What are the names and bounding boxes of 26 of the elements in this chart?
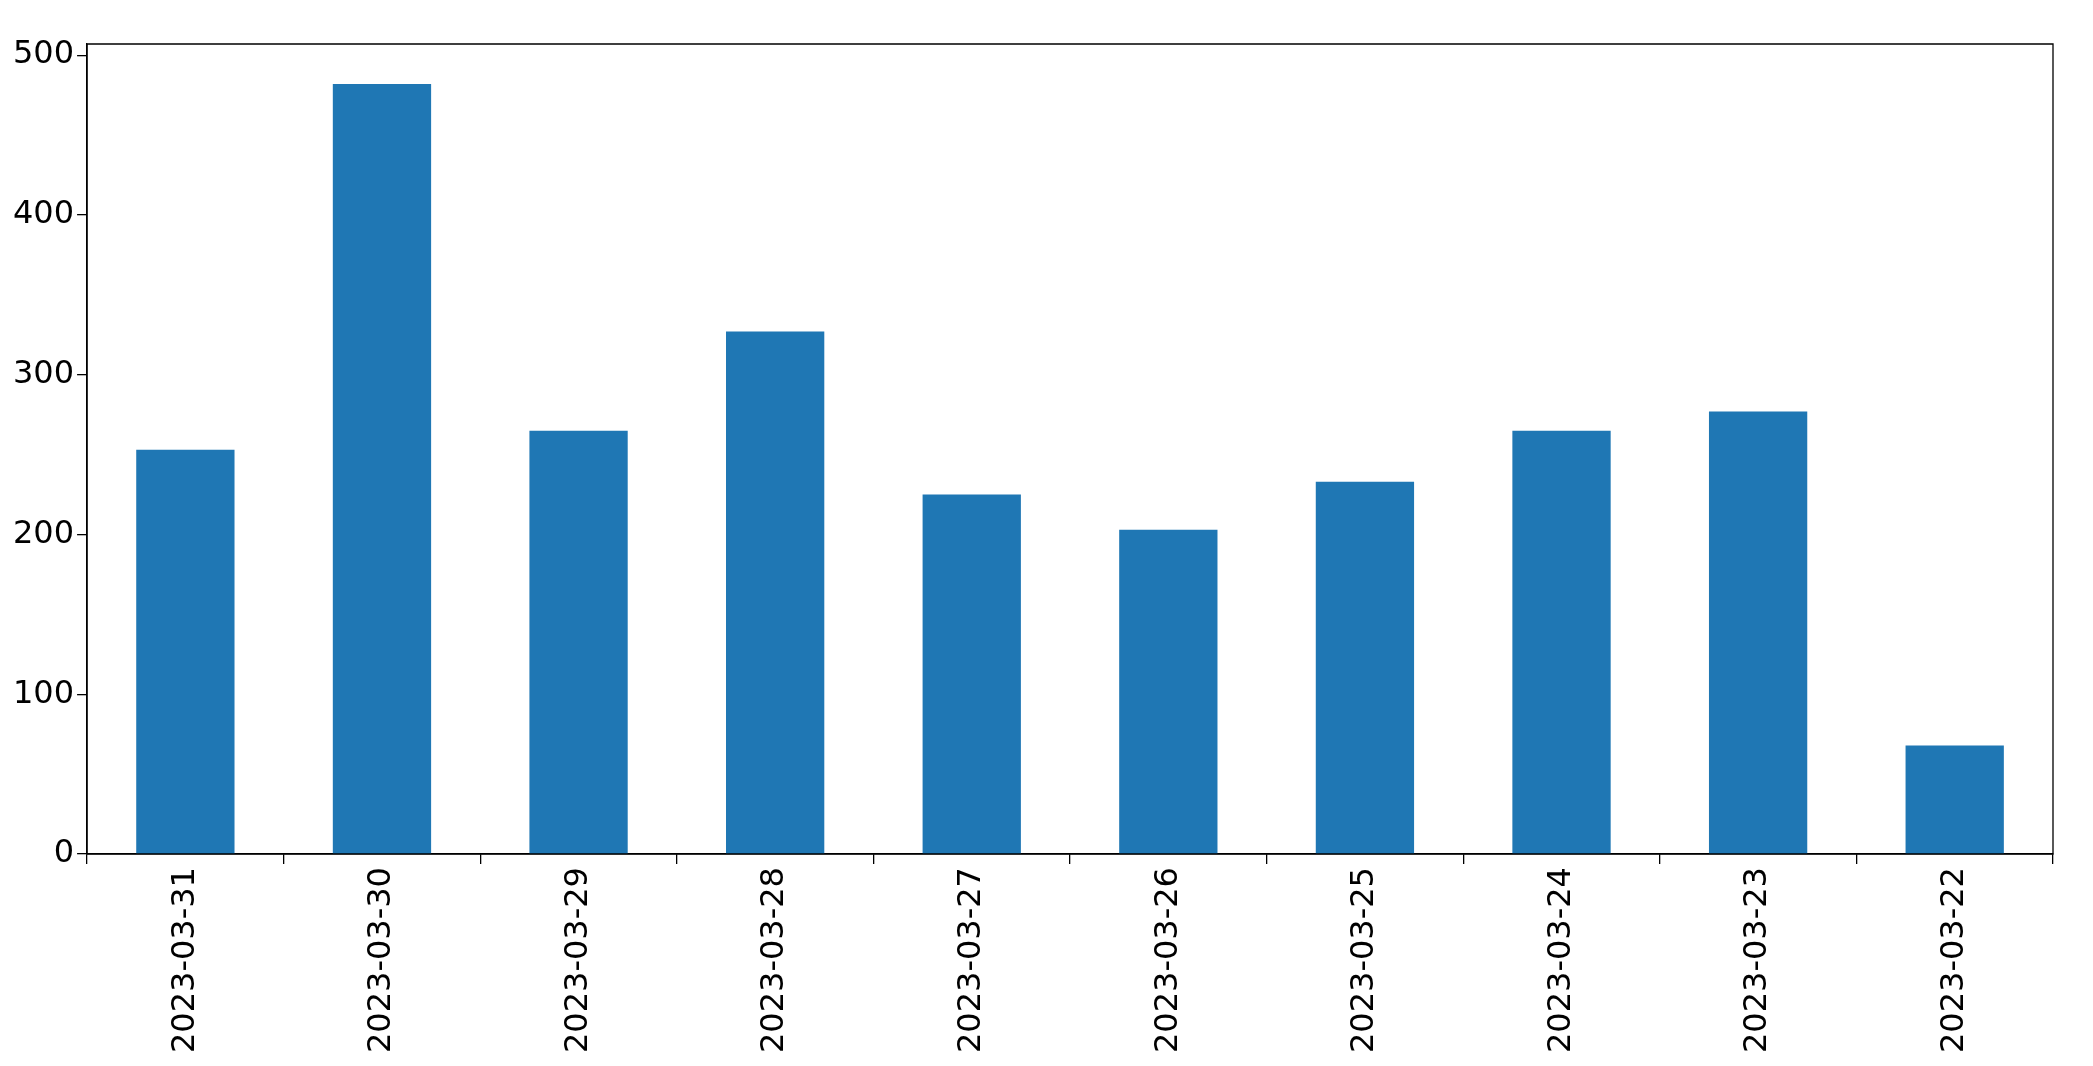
bar bbox=[1708, 411, 1808, 854]
y-tick-label: 300 bbox=[13, 353, 75, 392]
x-tick-label: 2023-03-31 bbox=[163, 867, 202, 1053]
bar bbox=[1905, 745, 2004, 854]
bar bbox=[726, 331, 825, 854]
x-tick-label: 2023-03-26 bbox=[1146, 867, 1185, 1053]
bar bbox=[1315, 481, 1415, 854]
y-tick-label: 100 bbox=[13, 672, 75, 711]
y-tick-label: 0 bbox=[53, 832, 75, 871]
x-tick-label: 2023-03-23 bbox=[1736, 867, 1775, 1053]
bar bbox=[529, 430, 628, 854]
x-tick-label: 2023-03-25 bbox=[1343, 867, 1382, 1053]
x-tick-label: 2023-03-27 bbox=[950, 867, 989, 1053]
x-tick-label: 2023-03-22 bbox=[1933, 867, 1972, 1053]
bar bbox=[136, 449, 235, 854]
x-tick-label: 2023-03-30 bbox=[360, 867, 399, 1053]
x-tick-label: 2023-03-29 bbox=[556, 867, 595, 1053]
x-tick-label: 2023-03-24 bbox=[1539, 867, 1578, 1053]
x-tick-label: 2023-03-28 bbox=[753, 867, 792, 1053]
bar bbox=[332, 83, 432, 854]
bar bbox=[1512, 430, 1611, 854]
bar bbox=[922, 494, 1021, 854]
y-tick-label: 500 bbox=[13, 33, 75, 72]
bar bbox=[1119, 529, 1218, 854]
y-tick-label: 200 bbox=[13, 512, 75, 551]
y-tick-label: 400 bbox=[13, 193, 75, 232]
